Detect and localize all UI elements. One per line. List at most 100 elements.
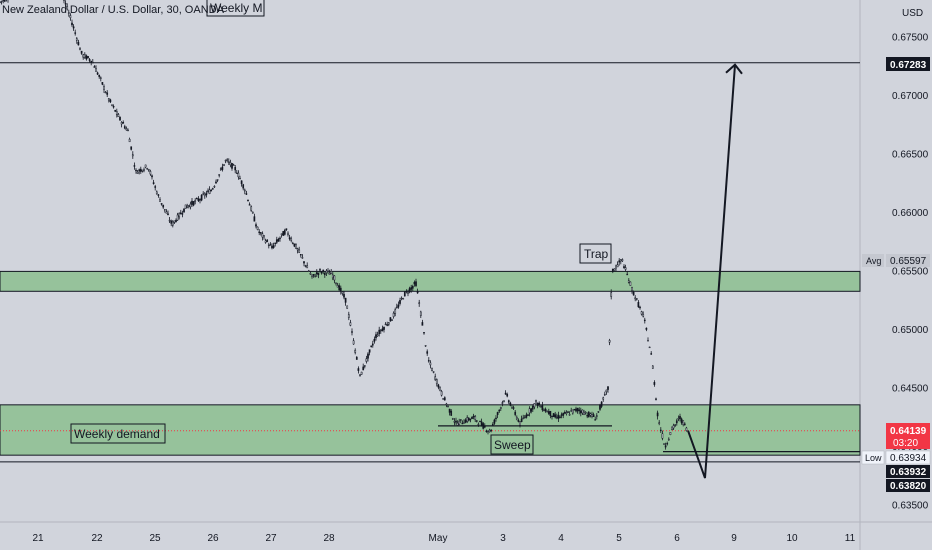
candle-body — [471, 416, 473, 419]
candle-body — [536, 402, 539, 407]
candle-body — [368, 349, 371, 353]
candle-body — [576, 407, 579, 412]
low-price-tag: Low 0.63934 — [861, 450, 931, 465]
candle-body — [642, 314, 645, 317]
candle-body — [666, 443, 669, 445]
time-axis[interactable]: 21 22 25 26 27 28 May 3 4 5 6 9 10 11 — [32, 533, 855, 544]
candle-body — [176, 214, 179, 221]
candle-body — [423, 332, 425, 334]
candle-body — [152, 182, 155, 184]
projection-low-price-tag: 0.63820 — [886, 479, 930, 492]
candle-body — [325, 270, 328, 274]
candle-body — [131, 154, 134, 157]
weekly-demand-text: Weekly demand — [74, 427, 160, 441]
candle-body — [307, 270, 310, 272]
candle-body — [607, 386, 609, 390]
candle-body — [528, 408, 531, 414]
candle-body — [544, 408, 547, 412]
sweep-label[interactable]: Sweep — [490, 434, 534, 455]
candle-body — [187, 205, 190, 207]
candle-body — [674, 424, 677, 426]
avg-value-text: 0.65597 — [890, 256, 927, 267]
trap-label[interactable]: Trap — [579, 243, 612, 264]
candle-body — [375, 334, 377, 339]
candle-body — [301, 257, 304, 259]
weekly-m-label[interactable]: Weekly M — [206, 0, 265, 17]
candle-body — [512, 407, 515, 409]
candle-body — [645, 327, 648, 330]
candle-body — [205, 193, 208, 196]
candle-body — [407, 292, 409, 294]
candle-body — [383, 326, 385, 330]
candle-body — [547, 411, 550, 414]
candle-body — [429, 362, 432, 366]
candle-body — [541, 404, 544, 411]
candle-body — [195, 197, 198, 200]
candle-body — [75, 38, 78, 41]
candle-body — [343, 293, 345, 298]
trap-text: Trap — [584, 247, 609, 261]
price-tick-label: 0.67000 — [892, 91, 929, 102]
candle-body — [234, 167, 237, 171]
candle-body — [173, 220, 176, 223]
candle-body — [208, 189, 211, 194]
candle-body — [373, 338, 376, 342]
projection-path — [687, 64, 736, 479]
time-tick-label: 21 — [32, 533, 44, 544]
candle-body — [251, 211, 254, 214]
candle-body — [416, 291, 419, 294]
avg-price-tag: Avg 0.65597 — [862, 254, 930, 267]
projection-low-text: 0.63820 — [890, 481, 927, 492]
candle-body — [322, 269, 325, 272]
candle-body — [437, 384, 440, 388]
candle-body — [147, 169, 150, 171]
candle-body — [112, 106, 115, 108]
candle-body — [199, 199, 201, 201]
candle-body — [335, 282, 337, 284]
candle-body — [279, 237, 281, 240]
candle-body — [120, 122, 123, 125]
candle-body — [223, 164, 225, 166]
candle-body — [594, 419, 597, 421]
candle-body — [344, 297, 347, 303]
candle-body — [221, 166, 224, 170]
candle-body — [312, 274, 315, 276]
candle-body — [226, 159, 229, 161]
candle-body — [272, 245, 275, 248]
candle-body — [458, 420, 461, 426]
candle-body — [359, 374, 361, 376]
candle-body — [650, 353, 653, 355]
candle-body — [323, 272, 326, 276]
candle-body — [507, 400, 510, 403]
candle-body — [95, 68, 97, 72]
candle-body — [74, 32, 77, 34]
candle-body — [83, 54, 86, 58]
weekly-demand-label[interactable]: Weekly demand — [70, 423, 166, 444]
candle-body — [447, 405, 449, 408]
candle-body — [101, 82, 104, 85]
candle-body — [549, 410, 552, 416]
candle-body — [235, 172, 238, 174]
candle-body — [119, 116, 121, 121]
candle-body — [67, 12, 70, 14]
candle-body — [424, 345, 427, 347]
candle-body — [490, 429, 493, 431]
candle-body — [311, 274, 313, 277]
candle-body — [408, 288, 411, 293]
candle-body — [539, 406, 542, 408]
candle-body — [600, 401, 603, 407]
candle-body — [242, 184, 245, 189]
candle-body — [511, 407, 513, 409]
candle-body — [165, 211, 168, 214]
candle-body — [218, 174, 221, 176]
candle-body — [162, 204, 165, 208]
candle-body — [309, 273, 312, 275]
time-tick-label: May — [429, 533, 448, 544]
candle-body — [587, 411, 590, 418]
candle-body — [122, 122, 125, 124]
candle-body — [319, 269, 321, 271]
candle-body — [432, 371, 435, 373]
candle-body — [560, 414, 563, 416]
candle-body — [210, 190, 213, 192]
